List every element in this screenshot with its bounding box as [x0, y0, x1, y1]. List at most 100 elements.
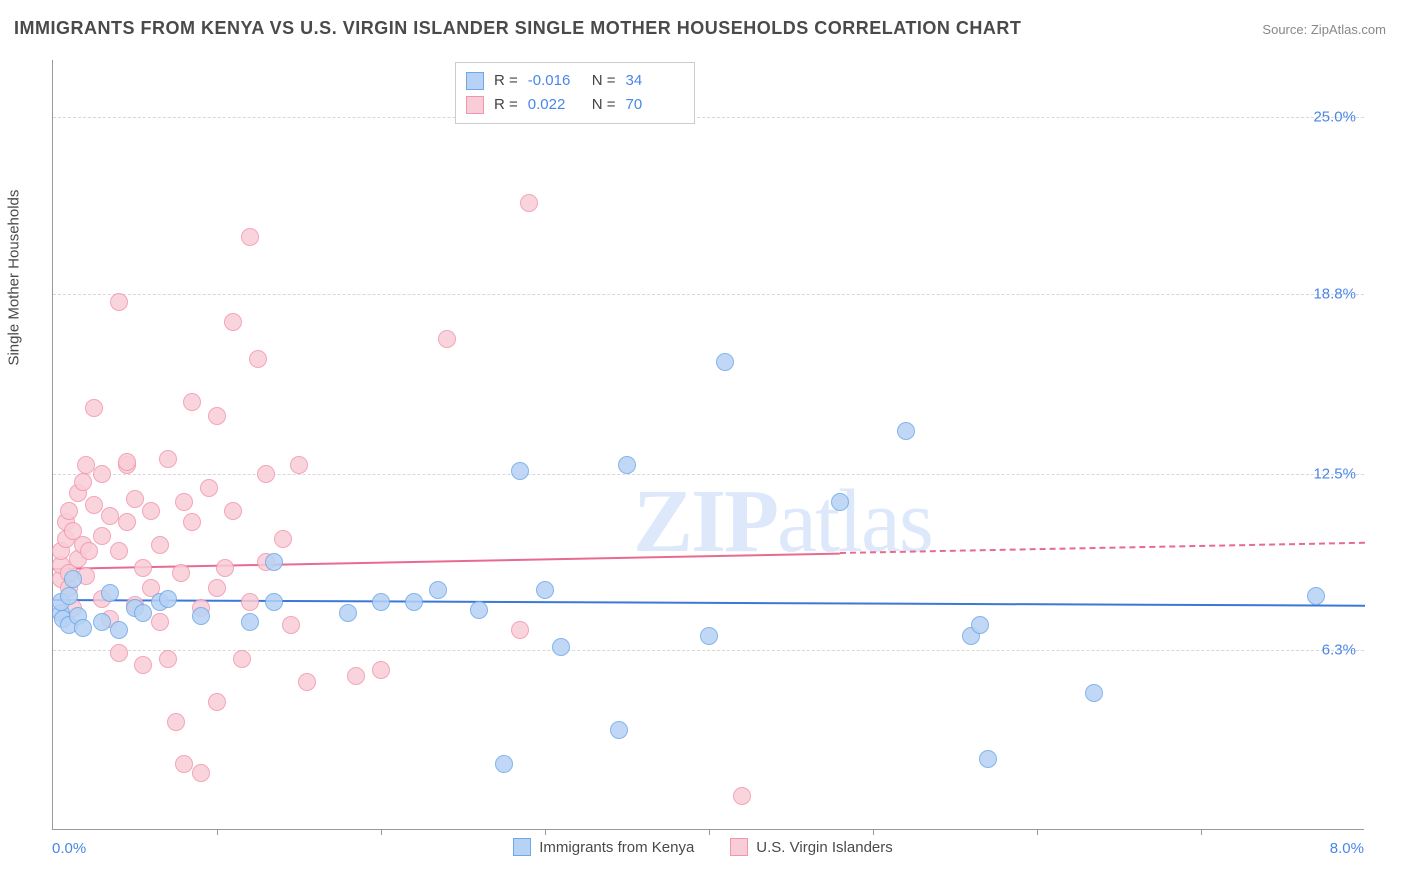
series-legend: Immigrants from Kenya U.S. Virgin Islande… [0, 838, 1406, 860]
r-value: -0.016 [528, 69, 582, 93]
source-label: Source: [1262, 22, 1307, 37]
scatter-point [126, 490, 144, 508]
correlation-legend: R = -0.016 N = 34R = 0.022 N = 70 [455, 62, 695, 124]
scatter-point [159, 650, 177, 668]
scatter-point [265, 593, 283, 611]
scatter-point [93, 527, 111, 545]
scatter-point [60, 587, 78, 605]
r-label: R = [494, 93, 518, 117]
scatter-point [159, 590, 177, 608]
y-axis-label: Single Mother Households [6, 190, 23, 366]
scatter-point [372, 593, 390, 611]
scatter-point [175, 493, 193, 511]
scatter-point [93, 465, 111, 483]
trend-line [53, 552, 840, 569]
x-tick-mark [709, 829, 710, 835]
scatter-point [85, 496, 103, 514]
source-attribution: Source: ZipAtlas.com [1262, 22, 1386, 37]
scatter-point [101, 584, 119, 602]
legend-item: U.S. Virgin Islanders [730, 838, 892, 856]
scatter-point [290, 456, 308, 474]
scatter-point [151, 536, 169, 554]
scatter-point [282, 616, 300, 634]
scatter-point [200, 479, 218, 497]
legend-row: R =-0.016N =34 [466, 69, 680, 93]
scatter-point [151, 613, 169, 631]
gridline [53, 294, 1364, 295]
legend-label: U.S. Virgin Islanders [756, 839, 892, 856]
scatter-point [183, 393, 201, 411]
scatter-point [192, 607, 210, 625]
scatter-point [438, 330, 456, 348]
scatter-point [265, 553, 283, 571]
scatter-point [208, 407, 226, 425]
x-tick-mark [1037, 829, 1038, 835]
scatter-point [224, 502, 242, 520]
scatter-point [118, 513, 136, 531]
scatter-point [110, 293, 128, 311]
scatter-point [347, 667, 365, 685]
legend-label: Immigrants from Kenya [539, 839, 694, 856]
scatter-point [257, 465, 275, 483]
scatter-point [208, 693, 226, 711]
scatter-point [511, 621, 529, 639]
x-tick-mark [381, 829, 382, 835]
scatter-plot-area: ZIPatlas 6.3%12.5%18.8%25.0% [52, 60, 1364, 830]
scatter-point [142, 502, 160, 520]
scatter-point [520, 194, 538, 212]
scatter-point [831, 493, 849, 511]
legend-item: Immigrants from Kenya [513, 838, 694, 856]
x-tick-mark [1201, 829, 1202, 835]
scatter-point [241, 613, 259, 631]
legend-swatch [730, 838, 748, 856]
scatter-point [429, 581, 447, 599]
scatter-point [700, 627, 718, 645]
scatter-point [224, 313, 242, 331]
r-value: 0.022 [528, 93, 582, 117]
scatter-point [134, 559, 152, 577]
scatter-point [1085, 684, 1103, 702]
scatter-point [167, 713, 185, 731]
scatter-point [716, 353, 734, 371]
scatter-point [979, 750, 997, 768]
n-label: N = [592, 69, 616, 93]
scatter-point [610, 721, 628, 739]
n-label: N = [592, 93, 616, 117]
scatter-point [241, 593, 259, 611]
n-value: 70 [626, 93, 680, 117]
y-tick-label: 12.5% [1313, 465, 1356, 482]
scatter-point [101, 507, 119, 525]
scatter-point [74, 473, 92, 491]
legend-swatch [466, 72, 484, 90]
y-tick-label: 6.3% [1322, 642, 1356, 659]
scatter-point [233, 650, 251, 668]
scatter-point [274, 530, 292, 548]
scatter-point [618, 456, 636, 474]
scatter-point [172, 564, 190, 582]
scatter-point [208, 579, 226, 597]
scatter-point [511, 462, 529, 480]
x-tick-mark [873, 829, 874, 835]
scatter-point [183, 513, 201, 531]
n-value: 34 [626, 69, 680, 93]
scatter-point [60, 502, 78, 520]
scatter-point [495, 755, 513, 773]
scatter-point [298, 673, 316, 691]
trend-line-extrapolated [840, 542, 1365, 554]
scatter-point [77, 456, 95, 474]
scatter-point [216, 559, 234, 577]
scatter-point [372, 661, 390, 679]
scatter-point [110, 621, 128, 639]
scatter-point [175, 755, 193, 773]
source-link[interactable]: ZipAtlas.com [1311, 22, 1386, 37]
legend-swatch [466, 96, 484, 114]
scatter-point [110, 644, 128, 662]
scatter-point [241, 228, 259, 246]
chart-title: IMMIGRANTS FROM KENYA VS U.S. VIRGIN ISL… [14, 18, 1021, 39]
legend-row: R = 0.022 N = 70 [466, 93, 680, 117]
scatter-point [1307, 587, 1325, 605]
scatter-point [80, 542, 98, 560]
scatter-point [64, 570, 82, 588]
scatter-point [159, 450, 177, 468]
scatter-point [134, 604, 152, 622]
